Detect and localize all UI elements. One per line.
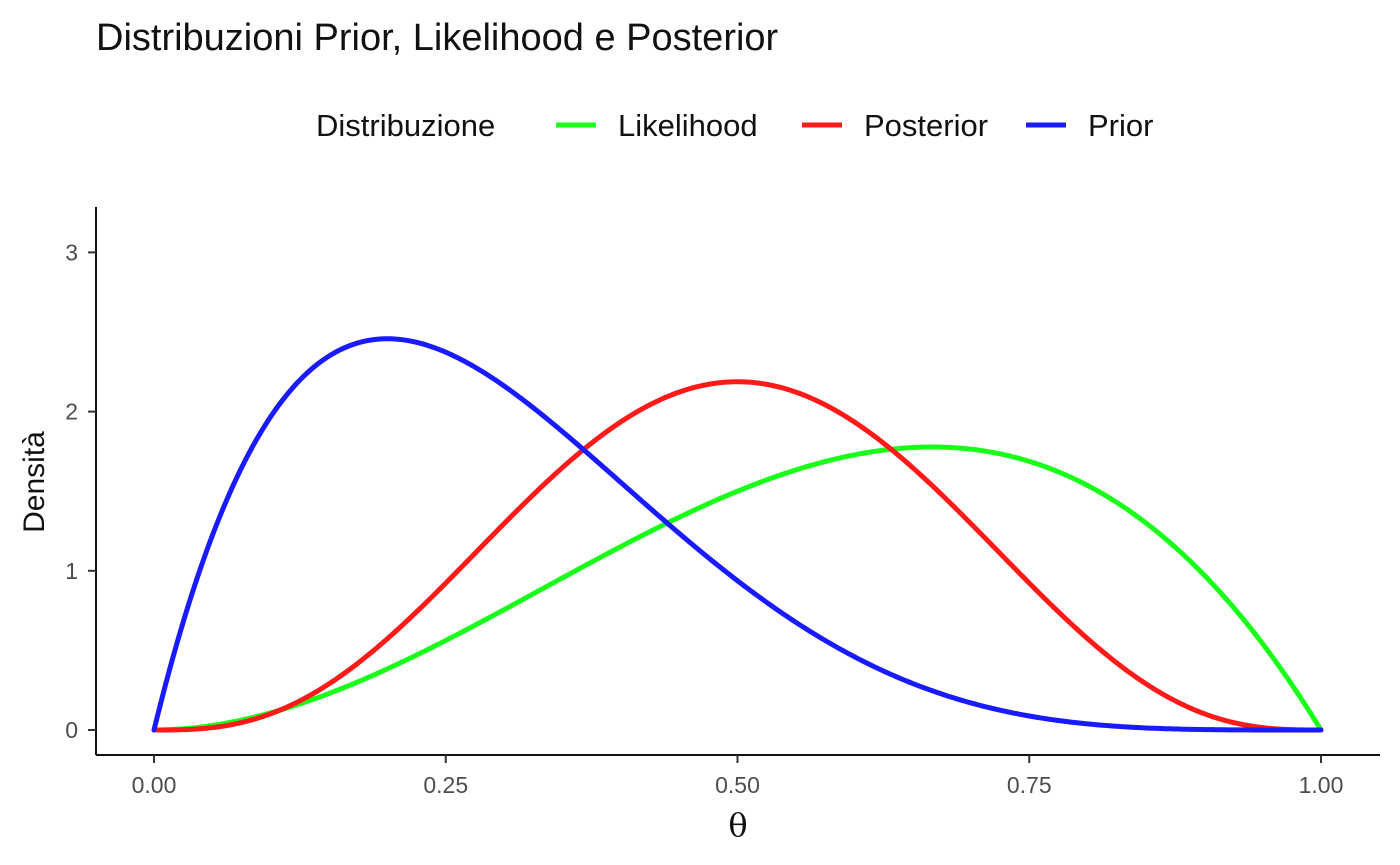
- legend-label-likelihood: Likelihood: [618, 108, 758, 143]
- legend-label-posterior: Posterior: [864, 108, 988, 143]
- legend-title: Distribuzione: [316, 108, 495, 143]
- x-axis-title: θ: [728, 806, 747, 844]
- x-tick-label: 1.00: [1299, 772, 1344, 798]
- series-lines: [151, 336, 1324, 733]
- x-tick-label: 0.75: [1007, 772, 1052, 798]
- y-axis-title: Densità: [18, 431, 51, 533]
- legend: Distribuzione Likelihood Posterior Prior: [316, 108, 1153, 143]
- series-line-likelihood: [151, 444, 1324, 733]
- plot-area: 0 1 2 3 0.00 0.25 0.50 0.75 1.00: [65, 207, 1380, 798]
- y-tick-label: 0: [65, 717, 78, 743]
- y-tick-label: 1: [65, 558, 78, 584]
- x-tick-label: 0.50: [715, 772, 760, 798]
- series-line-prior: [151, 336, 1324, 733]
- series-line-posterior: [151, 379, 1324, 733]
- x-tick-label: 0.25: [423, 772, 468, 798]
- y-ticks: 0 1 2 3: [65, 239, 96, 743]
- chart-title: Distribuzioni Prior, Likelihood e Poster…: [96, 17, 779, 59]
- legend-label-prior: Prior: [1088, 108, 1153, 143]
- y-tick-label: 2: [65, 399, 78, 425]
- x-tick-label: 0.00: [132, 772, 177, 798]
- x-ticks: 0.00 0.25 0.50 0.75 1.00: [132, 755, 1344, 798]
- y-tick-label: 3: [65, 239, 78, 265]
